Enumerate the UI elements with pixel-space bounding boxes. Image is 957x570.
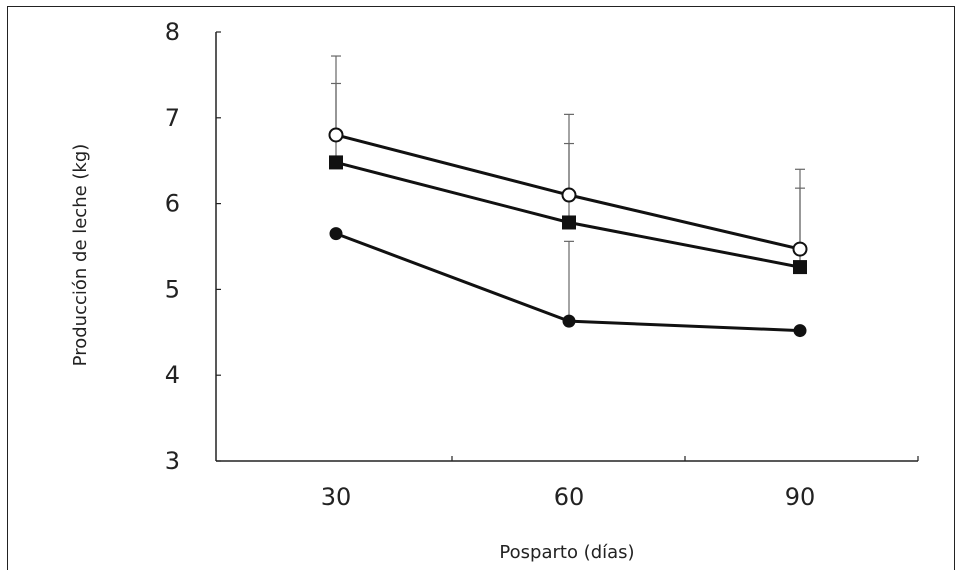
series-lines	[335, 133, 801, 333]
data-point-open-circle	[792, 241, 808, 257]
data-point-open-circle	[328, 127, 344, 143]
data-point-filled-circle	[562, 314, 576, 328]
data-point-square	[329, 155, 343, 170]
x-tick-label: 30	[321, 483, 352, 511]
series-markers	[328, 127, 808, 338]
x-axis-title: Posparto (días)	[499, 542, 634, 563]
series-line-2	[335, 160, 801, 269]
y-tick-label: 8	[165, 18, 180, 46]
x-tick-label: 90	[785, 483, 816, 511]
y-tick-label: 3	[165, 447, 180, 475]
x-ticks: 30 60 90	[321, 456, 919, 511]
y-axis-title: Producción de leche (kg)	[70, 144, 91, 367]
y-tick-label: 6	[165, 190, 180, 218]
data-point-square	[793, 260, 807, 275]
x-tick-label: 60	[554, 483, 585, 511]
data-point-open-circle	[561, 187, 577, 203]
y-tick-label: 5	[165, 275, 180, 303]
y-ticks: 3 4 5 6 7 8	[165, 18, 221, 475]
data-point-filled-circle	[793, 324, 807, 338]
axes	[215, 32, 918, 462]
data-point-square	[562, 215, 576, 230]
data-point-filled-circle	[329, 227, 343, 241]
error-bars	[331, 55, 805, 322]
y-tick-label: 7	[165, 104, 180, 132]
y-tick-label: 4	[165, 361, 180, 389]
